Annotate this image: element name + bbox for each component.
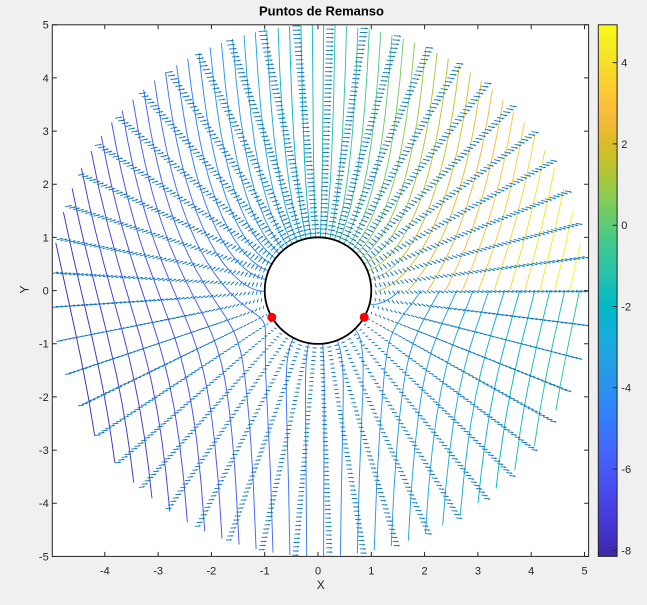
svg-text:X: X (317, 578, 325, 592)
svg-text:Y: Y (18, 285, 32, 293)
svg-text:-6: -6 (621, 464, 631, 476)
svg-text:2: 2 (422, 566, 428, 578)
svg-text:-4: -4 (100, 566, 110, 578)
svg-text:0: 0 (315, 566, 321, 578)
svg-text:-8: -8 (621, 545, 631, 557)
svg-text:4: 4 (43, 73, 49, 85)
svg-text:Puntos de Remanso: Puntos de Remanso (259, 4, 384, 19)
svg-text:4: 4 (528, 566, 534, 578)
svg-text:-5: -5 (39, 551, 49, 563)
svg-text:-2: -2 (621, 301, 631, 313)
svg-text:-2: -2 (39, 392, 49, 404)
svg-text:-3: -3 (39, 445, 49, 457)
svg-text:-1: -1 (260, 566, 270, 578)
svg-text:4: 4 (621, 58, 627, 70)
svg-text:2: 2 (43, 179, 49, 191)
svg-text:2: 2 (621, 139, 627, 151)
svg-text:0: 0 (43, 286, 49, 298)
svg-text:-1: -1 (39, 339, 49, 351)
svg-text:-2: -2 (207, 566, 217, 578)
svg-text:5: 5 (581, 566, 587, 578)
svg-text:1: 1 (368, 566, 374, 578)
svg-text:3: 3 (43, 126, 49, 138)
svg-text:0: 0 (621, 220, 627, 232)
svg-text:-3: -3 (153, 566, 163, 578)
svg-text:1: 1 (43, 232, 49, 244)
svg-text:5: 5 (43, 20, 49, 32)
svg-text:-4: -4 (39, 498, 49, 510)
svg-text:-4: -4 (621, 383, 631, 395)
svg-text:3: 3 (475, 566, 481, 578)
